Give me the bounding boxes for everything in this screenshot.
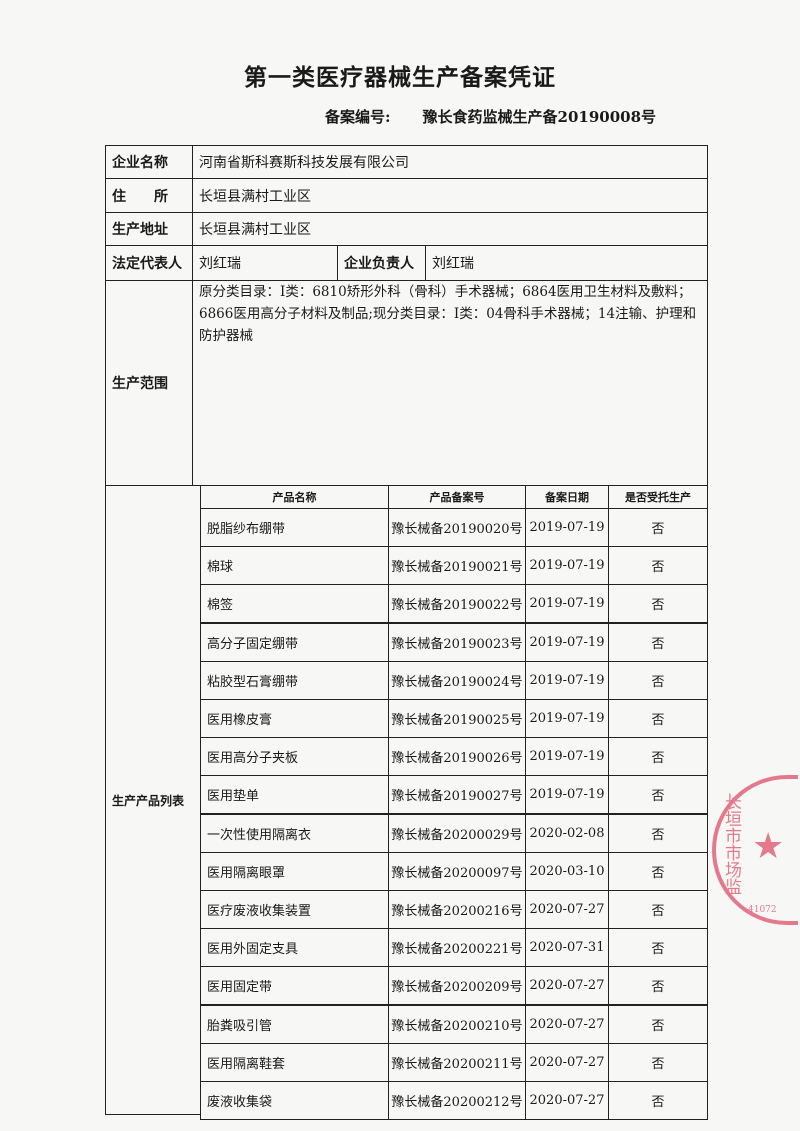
table-cell: 2020-07-27 <box>525 890 609 929</box>
table-cell: 豫长械备20190021号 <box>388 546 526 586</box>
column-header: 产品名称 <box>200 485 389 509</box>
table-cell: 否 <box>608 622 708 662</box>
table-cell: 否 <box>608 737 708 777</box>
address-value: 长垣县满村工业区 <box>192 178 708 213</box>
registration-number: 备案编号: 豫长食药监械生产备20190008号 <box>325 106 688 127</box>
seal-code: 41072 <box>748 905 777 915</box>
table-cell: 2019-07-19 <box>525 508 609 547</box>
table-cell: 2020-03-10 <box>525 851 609 891</box>
table-cell: 豫长械备20190023号 <box>388 622 526 662</box>
table-cell: 否 <box>608 584 708 624</box>
registration-value: 豫长食药监械生产备20190008号 <box>422 108 657 126</box>
table-cell: 粘胶型石膏绷带 <box>200 660 389 700</box>
table-cell: 医用垫单 <box>200 775 389 815</box>
table-cell: 2019-07-19 <box>525 660 609 700</box>
table-cell: 一次性使用隔离衣 <box>200 813 389 853</box>
table-cell: 2019-07-19 <box>525 622 609 662</box>
table-cell: 豫长械备20190020号 <box>388 508 526 547</box>
column-header: 是否受托生产 <box>608 485 708 509</box>
official-seal: 长垣市市场监 ★ 41072 <box>712 775 798 925</box>
table-cell: 2019-07-19 <box>525 737 609 777</box>
table-cell: 医用外固定支具 <box>200 928 389 968</box>
table-cell: 否 <box>608 1004 708 1044</box>
table-cell: 否 <box>608 966 708 1006</box>
legal-rep-value: 刘红瑞 <box>192 245 338 281</box>
manager-value: 刘红瑞 <box>425 245 708 281</box>
star-icon: ★ <box>752 826 785 867</box>
table-cell: 脱脂纱布绷带 <box>200 508 389 547</box>
table-cell: 否 <box>608 699 708 738</box>
legal-rep-label: 法定代表人 <box>105 245 193 281</box>
table-cell: 医用高分子夹板 <box>200 737 389 777</box>
table-cell: 医用橡皮膏 <box>200 699 389 738</box>
table-cell: 医用固定带 <box>200 966 389 1006</box>
company-label: 企业名称 <box>105 145 193 179</box>
seal-text: 长垣市市场监 <box>721 793 741 895</box>
table-cell: 2020-07-27 <box>525 1081 609 1120</box>
manager-label: 企业负责人 <box>337 245 426 281</box>
table-cell: 2020-07-27 <box>525 1042 609 1082</box>
table-cell: 2020-07-31 <box>525 928 609 968</box>
site-label: 生产地址 <box>105 212 193 246</box>
table-cell: 医用隔离眼罩 <box>200 851 389 891</box>
products-label: 生产产品列表 <box>105 485 201 1115</box>
table-cell: 胎粪吸引管 <box>200 1004 389 1044</box>
table-cell: 2020-07-27 <box>525 966 609 1006</box>
table-cell: 豫长械备20190024号 <box>388 660 526 700</box>
table-cell: 豫长械备20200029号 <box>388 813 526 853</box>
table-cell: 2019-07-19 <box>525 546 609 586</box>
table-cell: 豫长械备20190027号 <box>388 775 526 815</box>
table-cell: 豫长械备20190025号 <box>388 699 526 738</box>
table-cell: 棉签 <box>200 584 389 624</box>
table-cell: 2019-07-19 <box>525 775 609 815</box>
table-cell: 否 <box>608 1042 708 1082</box>
scope-label: 生产范围 <box>105 280 193 486</box>
table-cell: 废液收集袋 <box>200 1081 389 1120</box>
table-cell: 豫长械备20200209号 <box>388 966 526 1006</box>
table-cell: 否 <box>608 508 708 547</box>
table-cell: 2020-02-08 <box>525 813 609 853</box>
site-value: 长垣县满村工业区 <box>192 212 708 246</box>
table-cell: 豫长械备20190022号 <box>388 584 526 624</box>
company-value: 河南省斯科赛斯科技发展有限公司 <box>192 145 708 179</box>
registration-label: 备案编号: <box>325 108 391 126</box>
table-cell: 豫长械备20200210号 <box>388 1004 526 1044</box>
table-cell: 医用隔离鞋套 <box>200 1042 389 1082</box>
table-cell: 豫长械备20190026号 <box>388 737 526 777</box>
table-cell: 否 <box>608 546 708 586</box>
scope-value: 原分类目录：Ⅰ类：6810矫形外科（骨科）手术器械；6864医用卫生材料及敷料；… <box>192 280 708 486</box>
column-header: 备案日期 <box>525 485 609 509</box>
table-cell: 否 <box>608 851 708 891</box>
table-cell: 高分子固定绷带 <box>200 622 389 662</box>
table-cell: 2019-07-19 <box>525 584 609 624</box>
table-cell: 豫长械备20200212号 <box>388 1081 526 1120</box>
table-cell: 否 <box>608 775 708 815</box>
table-cell: 豫长械备20200221号 <box>388 928 526 968</box>
table-cell: 豫长械备20200216号 <box>388 890 526 929</box>
table-cell: 2020-07-27 <box>525 1004 609 1044</box>
table-cell: 否 <box>608 660 708 700</box>
table-cell: 否 <box>608 928 708 968</box>
table-cell: 棉球 <box>200 546 389 586</box>
table-cell: 2019-07-19 <box>525 699 609 738</box>
table-cell: 豫长械备20200097号 <box>388 851 526 891</box>
document-title: 第一类医疗器械生产备案凭证 <box>244 64 556 91</box>
column-header: 产品备案号 <box>388 485 526 509</box>
table-cell: 医疗废液收集装置 <box>200 890 389 929</box>
table-cell: 否 <box>608 813 708 853</box>
table-cell: 否 <box>608 1081 708 1120</box>
table-cell: 否 <box>608 890 708 929</box>
table-cell: 豫长械备20200211号 <box>388 1042 526 1082</box>
address-label: 住 所 <box>105 178 193 213</box>
